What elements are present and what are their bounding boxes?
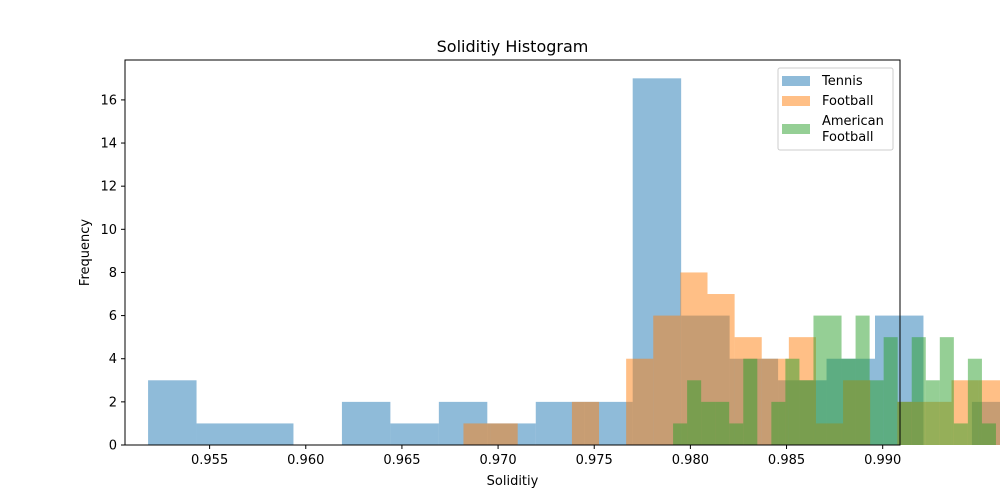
histogram-bar	[967, 358, 982, 445]
histogram-bar	[341, 401, 391, 445]
y-tick-label: 2	[109, 395, 117, 410]
histogram-bar	[855, 315, 870, 445]
x-tick-label: 0.975	[576, 453, 613, 468]
histogram-bar	[673, 423, 688, 445]
x-tick-label: 0.970	[479, 453, 516, 468]
y-axis-label: Frequency	[78, 219, 93, 286]
x-axis-label: Soliditiy	[487, 474, 539, 489]
series-2-bars	[673, 315, 996, 445]
histogram-bar	[743, 358, 758, 445]
x-tick-label: 0.965	[383, 453, 420, 468]
histogram-bar	[785, 358, 800, 445]
histogram-bar	[911, 337, 926, 445]
histogram-bar	[701, 401, 716, 445]
x-axis-ticks: 0.955 0.960 0.965 0.970 0.975 0.980 0.985 0.990	[191, 445, 901, 468]
y-tick-label: 4	[109, 352, 117, 367]
x-tick-label: 0.955	[191, 453, 228, 468]
histogram-bar	[196, 423, 245, 445]
y-tick-label: 16	[100, 93, 117, 108]
histogram-bar	[729, 423, 744, 445]
legend-label-1: Football	[822, 94, 873, 109]
legend-label-0: Tennis	[821, 74, 863, 89]
histogram-bar	[687, 380, 702, 445]
histogram-bar	[799, 380, 814, 445]
legend-swatch-1	[782, 96, 810, 106]
histogram-bar	[715, 401, 730, 445]
bars-layer	[148, 78, 1000, 445]
legend-label-2: American Football	[822, 114, 884, 145]
histogram-bar	[925, 380, 940, 445]
histogram-bar	[939, 337, 954, 445]
y-tick-label: 10	[100, 223, 117, 238]
y-axis-ticks: 0 2 4 6 8 10 12 14 16	[100, 93, 125, 454]
histogram-bar	[626, 358, 654, 445]
legend: Tennis Football American Football	[777, 67, 894, 151]
histogram-bar	[841, 358, 856, 445]
histogram-bar	[463, 423, 491, 445]
histogram-bar	[571, 401, 600, 445]
y-tick-label: 6	[109, 309, 117, 324]
x-tick-label: 0.980	[672, 453, 709, 468]
histogram-bar	[490, 423, 518, 445]
histogram-bar	[245, 423, 294, 445]
histogram-bar	[981, 423, 996, 445]
x-tick-label: 0.990	[864, 453, 901, 468]
histogram-bar	[771, 401, 786, 445]
histogram-bar	[897, 401, 912, 445]
chart-title: Soliditiy Histogram	[437, 37, 589, 56]
x-tick-label: 0.985	[768, 453, 805, 468]
legend-swatch-0	[782, 76, 810, 86]
plot-area-frame	[124, 59, 901, 446]
histogram-bar	[883, 337, 898, 445]
y-tick-label: 8	[109, 266, 117, 281]
y-tick-label: 14	[100, 137, 117, 152]
histogram-bar	[390, 423, 439, 445]
histogram-bar	[827, 315, 842, 445]
y-tick-label: 12	[100, 180, 117, 195]
histogram-bar	[953, 423, 968, 445]
y-tick-label: 0	[109, 439, 117, 454]
histogram-bar	[813, 315, 828, 445]
legend-swatch-2	[782, 124, 810, 134]
histogram-bar	[869, 380, 884, 445]
histogram-bar	[148, 380, 197, 445]
x-tick-label: 0.960	[287, 453, 324, 468]
